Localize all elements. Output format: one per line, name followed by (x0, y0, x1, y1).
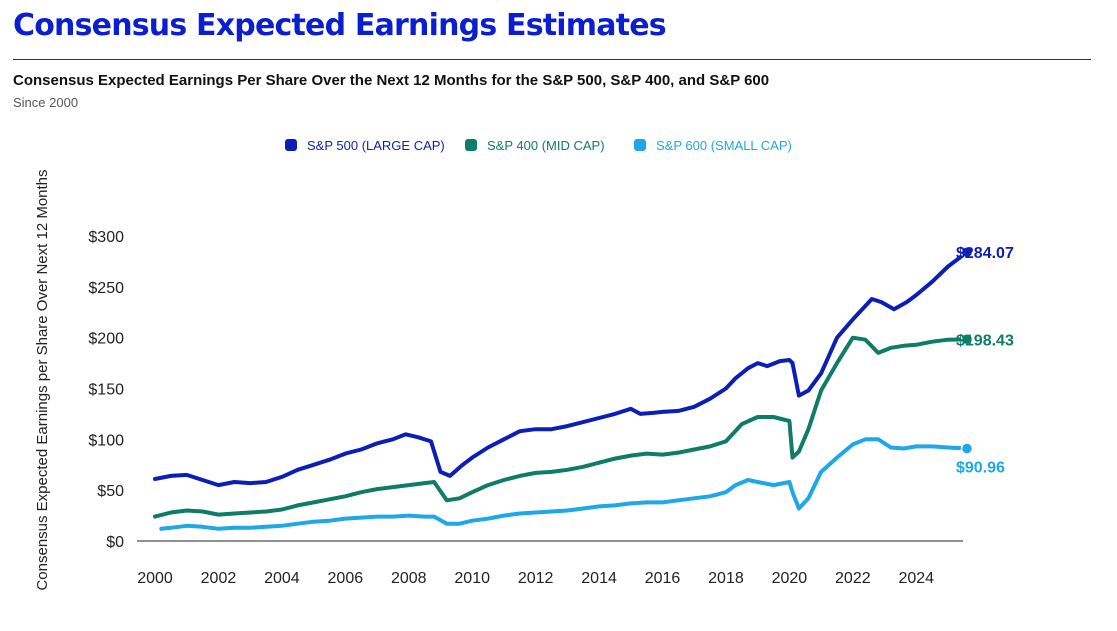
y-tick-label: $250 (88, 280, 124, 297)
x-tick-label: 2010 (454, 570, 490, 587)
legend-swatch (465, 139, 477, 151)
y-axis-label: Consensus Expected Earnings per Share Ov… (34, 169, 51, 590)
x-tick-label: 2008 (391, 570, 427, 587)
series-end-value-label: $90.96 (956, 460, 1005, 477)
series-end-marker (960, 245, 974, 259)
legend-swatch (634, 139, 646, 151)
legend-label: S&P 400 (MID CAP) (487, 138, 605, 153)
x-tick-label: 2002 (201, 570, 237, 587)
title-divider (13, 59, 1091, 60)
y-tick-label: $150 (88, 382, 124, 399)
x-tick-label: 2014 (581, 570, 617, 587)
series-line (153, 335, 969, 519)
series-line (153, 250, 969, 488)
x-tick-label: 2000 (137, 570, 173, 587)
y-tick-label: $200 (88, 331, 124, 348)
series-lines (153, 250, 969, 531)
series-end-value-label: $198.43 (956, 332, 1014, 349)
y-axis-ticks: $0 $50 $100 $150 $200 $250 $300 (88, 229, 124, 551)
y-tick-label: $50 (97, 483, 124, 500)
x-tick-label: 2016 (645, 570, 681, 587)
chart-legend: S&P 500 (LARGE CAP) S&P 400 (MID CAP) S&P … (285, 138, 792, 153)
page-title: Consensus Expected Earnings Estimates (13, 8, 667, 43)
y-tick-label: $0 (106, 534, 124, 551)
end-labels: $284.07 $198.43 $90.96 (956, 245, 1014, 476)
x-tick-label: 2004 (264, 570, 300, 587)
legend-label: S&P 500 (LARGE CAP) (307, 138, 445, 153)
x-tick-label: 2006 (328, 570, 364, 587)
x-tick-label: 2020 (772, 570, 808, 587)
series-line (159, 437, 969, 531)
chart-subtitle: Consensus Expected Earnings Per Share Ov… (13, 72, 770, 89)
series-end-value-label: $284.07 (956, 245, 1014, 262)
chart-since-note: Since 2000 (13, 95, 79, 110)
x-tick-label: 2022 (835, 570, 871, 587)
x-tick-label: 2012 (518, 570, 554, 587)
x-tick-label: 2024 (898, 570, 934, 587)
y-tick-label: $100 (88, 432, 124, 449)
x-tick-label: 2018 (708, 570, 744, 587)
series-end-marker (960, 442, 974, 455)
y-tick-label: $300 (88, 229, 124, 246)
x-axis-ticks: 2000 2002 2004 2006 2008 2010 2012 2014 2016 2018… (137, 570, 934, 587)
legend-label: S&P 600 (SMALL CAP) (656, 138, 792, 153)
legend-swatch (285, 139, 297, 151)
series-end-marker (960, 333, 974, 346)
